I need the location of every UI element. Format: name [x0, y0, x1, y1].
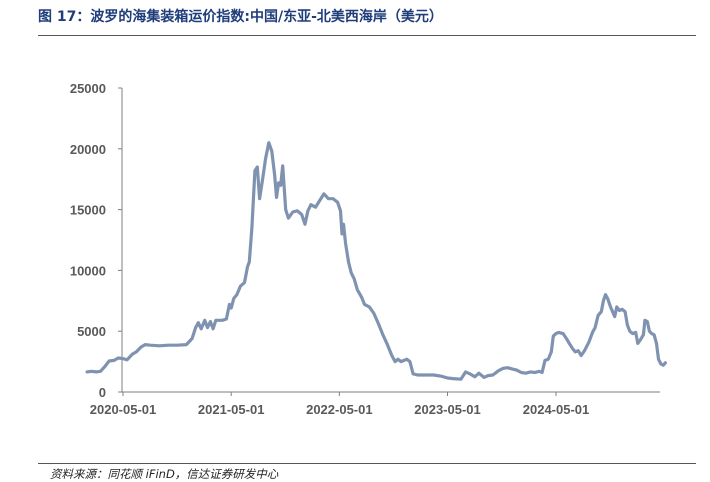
figure-title: 图 17：波罗的海集装箱运价指数:中国/东亚-北美西海岸（美元）	[38, 9, 443, 25]
x-tick-label: 2021-05-01	[198, 402, 265, 417]
source-note: 资料来源：同花顺 iFinD，信达证券研发中心	[50, 467, 279, 481]
title-rule	[38, 35, 696, 36]
y-tick-label: 25000	[70, 81, 106, 96]
x-tick-label: 2020-05-01	[90, 402, 157, 417]
y-tick-label: 10000	[70, 263, 106, 278]
x-tick-label: 2024-05-01	[523, 402, 590, 417]
x-tick-label: 2022-05-01	[306, 402, 373, 417]
series-group	[85, 141, 667, 381]
y-tick-label: 0	[99, 385, 106, 400]
y-tick-label: 15000	[70, 203, 106, 218]
source-rule	[38, 463, 696, 464]
x-axis-ticks: 2020-05-01 2021-05-01 2022-05-01 2023-05-01…	[90, 392, 590, 417]
y-tick-label: 20000	[70, 142, 106, 157]
x-tick-label: 2023-05-01	[414, 402, 481, 417]
y-tick-label: 5000	[77, 324, 106, 339]
series-line	[85, 141, 667, 381]
y-axis-ticks: 0 5000 10000 15000 20000 25000	[70, 81, 122, 400]
